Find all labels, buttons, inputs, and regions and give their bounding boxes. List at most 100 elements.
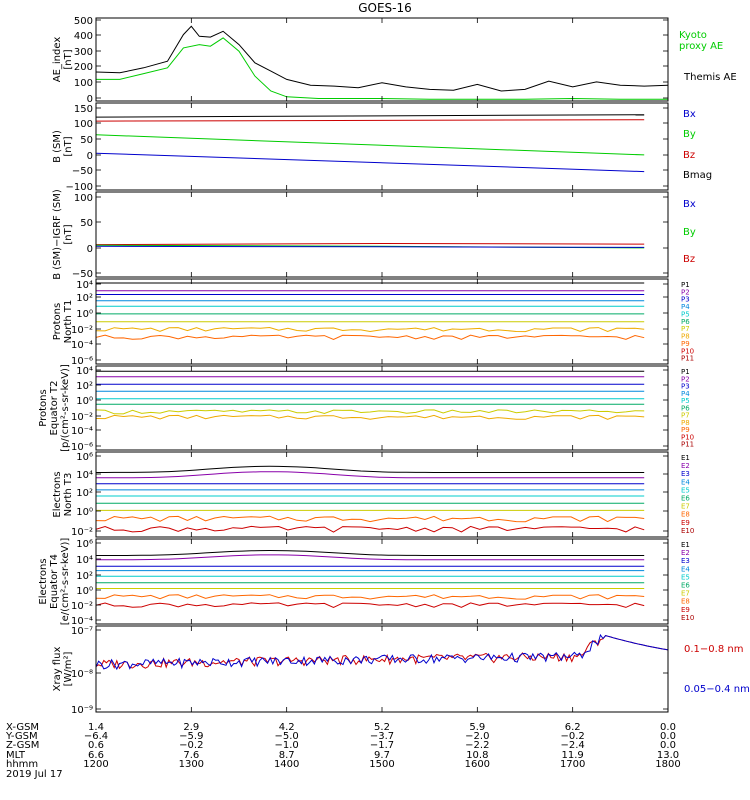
panel-bsm: 150 100 50 0 −50 −100 B (SM) [nT] Bx By Bz Bmag: [52, 102, 712, 193]
series-line: [96, 37, 668, 100]
ytick-label: 10⁻⁸: [71, 669, 93, 680]
legend-item: E9: [681, 519, 690, 527]
footer-value: 9.7: [374, 750, 390, 761]
ytick-label: 10⁻⁶: [71, 442, 93, 453]
figure-title: GOES-16: [358, 1, 412, 15]
data-xray: [96, 633, 668, 671]
series-line-P7: [96, 409, 645, 415]
series-line-E2: [96, 471, 645, 479]
ytick-label: 10⁰: [76, 507, 93, 518]
legend-item: E4: [681, 565, 690, 573]
ytick-label: 50: [80, 218, 93, 229]
ytick-label: 10⁻⁴: [71, 340, 93, 351]
legend-item: Bz: [683, 254, 695, 265]
ytick-label: 10⁻²: [71, 325, 93, 336]
legend-item: E8: [681, 598, 690, 606]
ytick-label: 10⁶: [76, 452, 93, 463]
panel-frame: [95, 191, 669, 278]
footer-value: −5.0: [275, 731, 299, 742]
ytick-label: 500: [74, 16, 93, 27]
ylabel-line: AE_index: [52, 37, 63, 83]
ytick-label: 0: [87, 151, 93, 162]
data-bsm: [96, 114, 645, 173]
legend-item: E10: [681, 614, 694, 622]
ylabel-line: [nT]: [63, 136, 74, 156]
footer-value: −6.4: [84, 731, 108, 742]
ytick-label: 10⁰: [76, 586, 93, 597]
footer-value: 1700: [560, 759, 585, 770]
series-line: [96, 25, 668, 92]
footer-value: −1.0: [275, 740, 299, 751]
legend-item: 0.1−0.8 nm: [684, 644, 743, 655]
ytick-label: 10⁴: [76, 555, 93, 566]
legend-item: Themis AE: [683, 72, 737, 83]
series-line-E9: [96, 525, 645, 533]
legend-item: E2: [681, 549, 690, 557]
legend-item: P2: [681, 288, 690, 296]
series-line-P8: [96, 414, 645, 420]
footer-value: 11.9: [562, 750, 584, 761]
footer-value: −0.2: [179, 740, 203, 751]
series-line-xray: [96, 635, 668, 670]
ytick-label: 10⁴: [76, 470, 93, 481]
footer-row-label: Y-GSM: [5, 731, 38, 742]
panel-frame: [95, 451, 669, 538]
series-line-E8: [96, 515, 645, 523]
series-line-E9: [96, 602, 645, 609]
footer-value: 7.6: [183, 750, 199, 761]
footer-value: 1800: [655, 759, 680, 770]
footer-value: 5.9: [469, 722, 485, 733]
legend-item: P7: [681, 412, 690, 420]
ytick-label: 10²: [76, 381, 93, 392]
series-line: [96, 134, 645, 156]
legend-item: P9: [681, 340, 690, 348]
ytick-label: 300: [74, 47, 93, 58]
series-line-E1: [96, 465, 645, 473]
ytick-label: 10²: [76, 293, 93, 304]
legend-item: E5: [681, 573, 690, 581]
panel-frame: [95, 538, 669, 625]
footer-value: 1400: [274, 759, 299, 770]
ytick-label: 10⁴: [76, 280, 93, 291]
data-pnt1: [96, 282, 645, 340]
legend-item: P6: [681, 318, 690, 326]
series-line-P8: [96, 326, 645, 333]
ytick-label: 100: [74, 119, 93, 130]
footer-value: 1600: [465, 759, 490, 770]
ytick-label: 200: [74, 62, 93, 73]
ylabel-line: North T3: [63, 473, 74, 517]
legend-item: Bx: [683, 199, 696, 210]
panel-frame: [95, 365, 669, 451]
series-line: [96, 119, 645, 122]
footer-value: 2.9: [183, 722, 199, 733]
legend-item: Kyoto: [679, 30, 707, 41]
legend-item: By: [683, 227, 696, 238]
ytick-label: −100: [66, 182, 93, 193]
panel-bigrf: 100 50 0 −50 B (SM)−IGRF (SM) [nT] Bx By Bz: [52, 189, 696, 280]
footer-row-label: MLT: [6, 750, 26, 761]
ylabel-line: Protons: [38, 389, 49, 426]
legend-item: P10: [681, 433, 694, 441]
legend-item: P4: [681, 303, 690, 311]
legend-item: P10: [681, 347, 694, 355]
ytick-label: 10⁶: [76, 539, 93, 550]
ytick-label: −50: [72, 269, 93, 280]
ytick-label: 10⁻²: [71, 412, 93, 423]
panel-xray: 10⁻⁷ 10⁻⁸ 10⁻⁹ Xray flux [W/m²] 0.1−0.8 nm 0.0…: [52, 625, 750, 716]
ytick-label: 0: [87, 94, 93, 105]
ytick-label: 100: [74, 193, 93, 204]
panel-frame: [95, 17, 669, 102]
data-ae: [96, 25, 668, 100]
legend-item: Bmag: [683, 170, 712, 181]
ytick-label: 0: [87, 244, 93, 255]
footer-value: 1.4: [88, 722, 104, 733]
legend-item: Bx: [683, 109, 696, 120]
ylabel-line: [nT]: [63, 49, 74, 69]
legend-item: E7: [681, 590, 690, 598]
ylabel-line: Electrons: [52, 471, 63, 517]
legend-item: P11: [681, 355, 694, 363]
legend-item: E6: [681, 495, 690, 503]
